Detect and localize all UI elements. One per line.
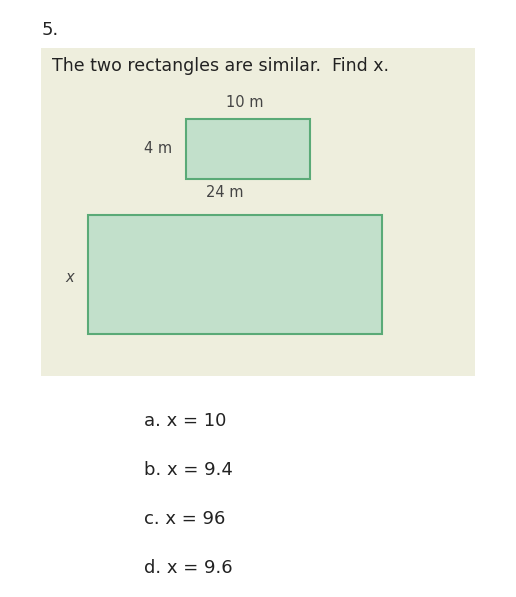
Text: 5.: 5. — [41, 21, 58, 39]
Text: b. x = 9.4: b. x = 9.4 — [144, 461, 233, 479]
Text: d. x = 9.6: d. x = 9.6 — [144, 559, 233, 577]
Text: 4 m: 4 m — [143, 140, 172, 156]
Bar — [186, 119, 310, 179]
Text: x: x — [66, 270, 74, 285]
Text: The two rectangles are similar.  Find x.: The two rectangles are similar. Find x. — [52, 57, 389, 75]
Bar — [88, 215, 382, 334]
Text: c. x = 96: c. x = 96 — [144, 510, 226, 528]
Text: a. x = 10: a. x = 10 — [144, 412, 227, 430]
Text: 24 m: 24 m — [206, 185, 243, 200]
Text: 10 m: 10 m — [227, 96, 264, 110]
Bar — [41, 48, 475, 376]
